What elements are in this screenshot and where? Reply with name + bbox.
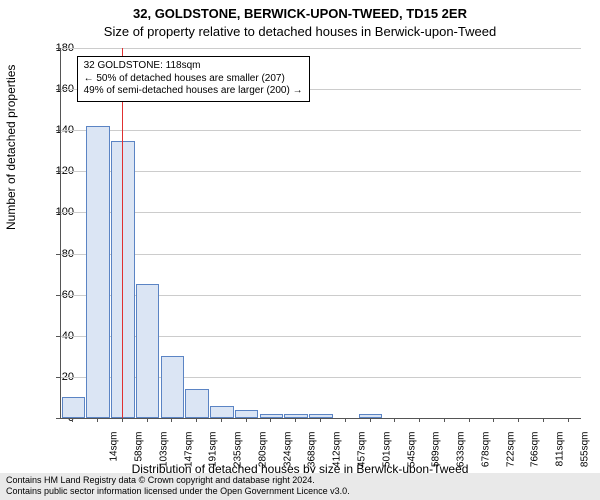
- x-tick-mark: [147, 418, 148, 422]
- histogram-bar: [235, 410, 259, 418]
- x-tick-mark: [543, 418, 544, 422]
- chart-container: 32, GOLDSTONE, BERWICK-UPON-TWEED, TD15 …: [0, 0, 600, 500]
- property-marker-line: [122, 48, 123, 418]
- callout-box: 32 GOLDSTONE: 118sqm ← 50% of detached h…: [77, 56, 310, 102]
- x-tick-mark: [394, 418, 395, 422]
- x-tick-mark: [171, 418, 172, 422]
- x-tick-mark: [97, 418, 98, 422]
- grid-line: [61, 171, 581, 172]
- grid-line: [61, 212, 581, 213]
- x-tick-mark: [221, 418, 222, 422]
- x-tick-mark: [568, 418, 569, 422]
- x-tick-mark: [270, 418, 271, 422]
- y-axis-title: Number of detached properties: [4, 65, 18, 230]
- histogram-bar: [136, 284, 160, 418]
- histogram-bar: [161, 356, 185, 418]
- x-tick-mark: [122, 418, 123, 422]
- x-tick-mark: [295, 418, 296, 422]
- callout-line1: 32 GOLDSTONE: 118sqm: [84, 60, 303, 73]
- histogram-bar: [210, 406, 234, 418]
- grid-line: [61, 254, 581, 255]
- grid-line: [61, 130, 581, 131]
- x-tick-mark: [246, 418, 247, 422]
- x-tick-mark: [469, 418, 470, 422]
- x-tick-mark: [493, 418, 494, 422]
- histogram-bar: [185, 389, 209, 418]
- histogram-bar: [86, 126, 110, 418]
- x-tick-mark: [370, 418, 371, 422]
- chart-title-line1: 32, GOLDSTONE, BERWICK-UPON-TWEED, TD15 …: [0, 6, 600, 21]
- x-tick-mark: [72, 418, 73, 422]
- footer-line1: Contains HM Land Registry data © Crown c…: [6, 475, 594, 486]
- chart-title-line2: Size of property relative to detached ho…: [0, 24, 600, 39]
- x-tick-mark: [518, 418, 519, 422]
- x-tick-mark: [419, 418, 420, 422]
- x-tick-mark: [444, 418, 445, 422]
- footer-line2: Contains public sector information licen…: [6, 486, 594, 497]
- grid-line: [61, 48, 581, 49]
- x-tick-mark: [196, 418, 197, 422]
- callout-line2: ← 50% of detached houses are smaller (20…: [84, 73, 303, 86]
- histogram-bar: [62, 397, 86, 418]
- histogram-bar: [111, 141, 135, 419]
- plot-area: 32 GOLDSTONE: 118sqm ← 50% of detached h…: [60, 48, 581, 419]
- x-tick-mark: [320, 418, 321, 422]
- callout-line3: 49% of semi-detached houses are larger (…: [84, 85, 303, 98]
- x-tick-mark: [345, 418, 346, 422]
- chart-footer: Contains HM Land Registry data © Crown c…: [0, 473, 600, 500]
